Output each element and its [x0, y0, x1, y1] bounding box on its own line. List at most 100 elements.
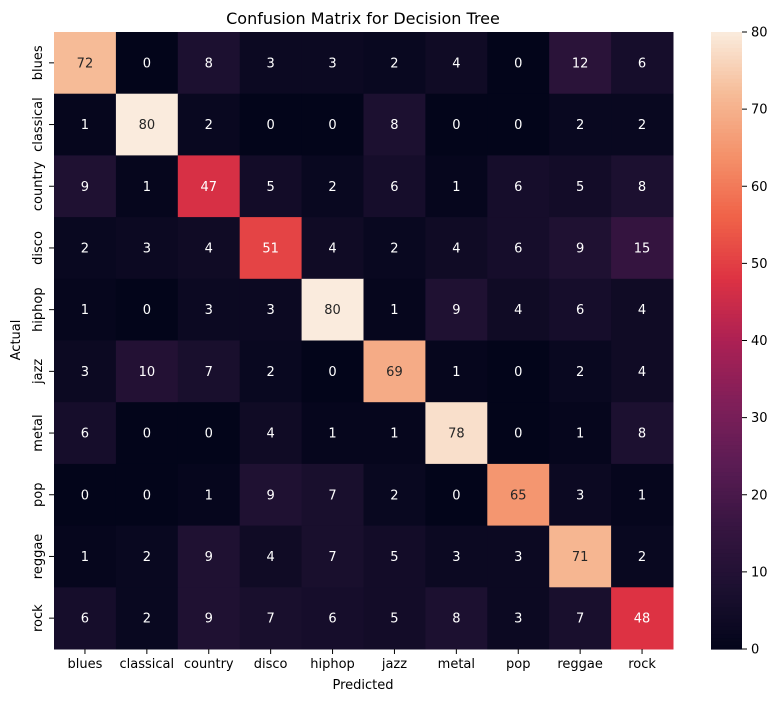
colorbar-segment	[711, 409, 742, 415]
colorbar-segment	[711, 541, 742, 546]
colorbar-segment	[711, 556, 742, 561]
colorbar-segment	[711, 583, 742, 588]
heatmap-cell	[425, 402, 488, 465]
heatmap-cell-label: 80	[139, 118, 156, 133]
heatmap-cell	[239, 587, 303, 650]
heatmap-cell	[549, 340, 612, 403]
heatmap-cell	[611, 278, 674, 341]
colorbar-segment	[711, 240, 742, 245]
heatmap-cell-label: 3	[267, 303, 275, 318]
heatmap-cell	[487, 587, 550, 650]
heatmap-cell-label: 1	[390, 427, 398, 442]
colorbar-segment	[711, 197, 742, 203]
colorbar-segment	[711, 271, 742, 276]
colorbar-segment	[711, 313, 742, 318]
colorbar-segment	[711, 166, 742, 172]
colorbar-segment	[711, 629, 742, 635]
colorbar-segment	[711, 452, 742, 457]
heatmap-cell-label: 8	[390, 118, 398, 133]
colorbar-segment	[711, 244, 742, 249]
heatmap-cell-label: 10	[139, 365, 156, 380]
heatmap-cell	[611, 217, 674, 280]
heatmap-cell-label: 71	[572, 550, 589, 565]
colorbar-tick-label: 20	[751, 488, 768, 503]
colorbar-segment	[711, 579, 742, 585]
colorbar-segment	[711, 645, 742, 650]
colorbar-segment	[711, 552, 742, 558]
heatmap-cell-label: 9	[576, 241, 584, 256]
heatmap-cell	[301, 32, 364, 95]
heatmap-cell	[425, 32, 488, 95]
colorbar-segment	[711, 471, 742, 477]
colorbar-segment	[711, 402, 742, 407]
colorbar-segment	[711, 70, 742, 76]
heatmap-cell	[54, 587, 117, 650]
heatmap-cell	[549, 587, 612, 650]
colorbar-segment	[711, 224, 742, 230]
colorbar-segment	[711, 128, 742, 133]
x-tick-label: reggae	[557, 657, 603, 672]
heatmap-cell	[54, 340, 117, 403]
heatmap-cell	[177, 155, 241, 218]
colorbar-segment	[711, 78, 742, 83]
heatmap-cell	[487, 340, 550, 403]
y-tick-label: classical	[31, 97, 46, 152]
heatmap-cell-label: 0	[143, 56, 151, 71]
heatmap-cell	[611, 587, 674, 650]
heatmap-cell	[115, 32, 179, 95]
heatmap-cell-label: 1	[638, 488, 646, 503]
y-axis: blues classical country disco hiphop jazz meta…	[31, 45, 54, 632]
heatmap-cell-label: 3	[267, 56, 275, 71]
heatmap-cell-label: 0	[514, 365, 522, 380]
colorbar-segment	[711, 517, 742, 523]
heatmap-cell	[239, 93, 303, 156]
colorbar-segment	[711, 228, 742, 234]
colorbar-segment	[711, 209, 742, 214]
heatmap-cell	[239, 32, 303, 95]
heatmap-cell-label: 6	[81, 612, 89, 627]
heatmap-cell	[54, 278, 117, 341]
colorbar-tick-label: 0	[751, 643, 759, 658]
heatmap-cell	[549, 93, 612, 156]
heatmap-cell	[54, 402, 117, 465]
colorbar-segment	[711, 379, 742, 384]
colorbar-segment	[711, 525, 742, 531]
colorbar-segment	[711, 382, 742, 388]
colorbar-segment	[711, 201, 742, 207]
heatmap-cell-label: 5	[576, 180, 584, 195]
colorbar-segment	[711, 255, 742, 261]
colorbar-segment	[711, 622, 742, 627]
heatmap-cell	[487, 463, 550, 527]
heatmap-cell	[611, 463, 674, 527]
heatmap-cell-label: 8	[638, 427, 646, 442]
heatmap-cell	[611, 155, 674, 218]
colorbar-segment	[711, 595, 742, 600]
colorbar-segment	[711, 475, 742, 480]
heatmap-cell	[425, 340, 488, 403]
colorbar-segment	[711, 494, 742, 500]
heatmap-cell-label: 1	[452, 180, 460, 195]
colorbar-segment	[711, 151, 742, 156]
heatmap-cell-label: 9	[205, 550, 213, 565]
heatmap-cell-label: 3	[328, 56, 336, 71]
heatmap-cell-label: 0	[205, 427, 213, 442]
x-tick-label: hiphop	[310, 657, 355, 672]
colorbar-segment	[711, 232, 742, 237]
heatmap-cell-label: 4	[452, 56, 460, 71]
colorbar-segment	[711, 321, 742, 326]
colorbar-segment	[711, 633, 742, 639]
heatmap-cell	[301, 525, 364, 588]
colorbar-segment	[711, 66, 742, 72]
colorbar-segment	[711, 120, 742, 126]
heatmap-cell-label: 80	[324, 303, 341, 318]
heatmap-cell	[611, 340, 674, 403]
colorbar-segment	[711, 124, 742, 130]
heatmap-cell-label: 2	[638, 550, 646, 565]
heatmap-cell-label: 3	[514, 550, 522, 565]
heatmap-cell-label: 4	[514, 303, 522, 318]
heatmap-cell	[487, 32, 550, 95]
heatmap-cell-label: 0	[81, 488, 89, 503]
y-tick-label: country	[31, 161, 46, 211]
colorbar-segment	[711, 537, 742, 542]
